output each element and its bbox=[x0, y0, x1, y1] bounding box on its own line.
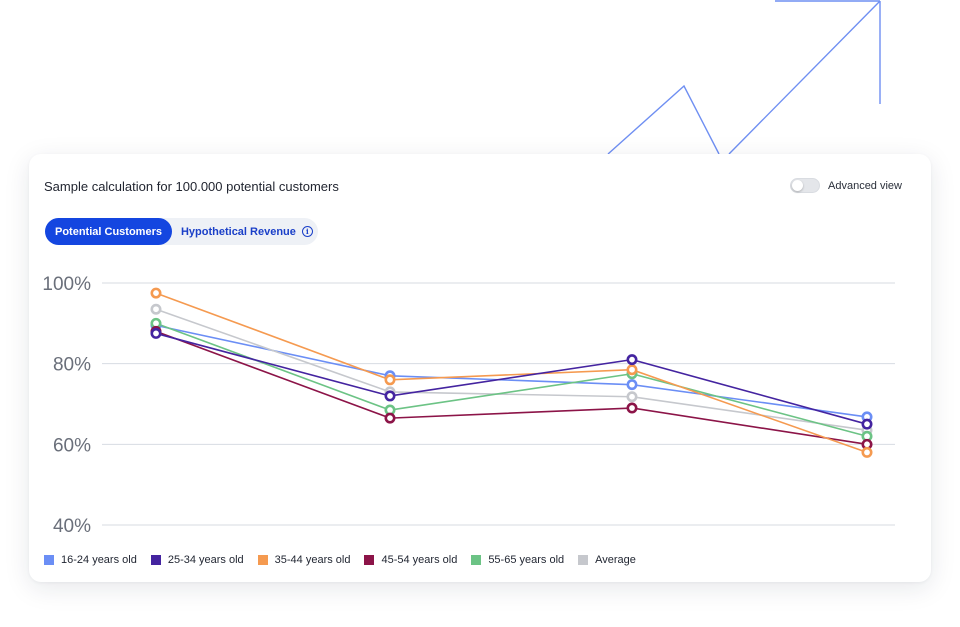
legend-item: 25-34 years old bbox=[150, 554, 244, 566]
y-tick-label: 60% bbox=[53, 435, 91, 456]
advanced-view-label: Advanced view bbox=[828, 179, 902, 192]
legend-item: 55-65 years old bbox=[471, 554, 564, 566]
data-point bbox=[384, 390, 396, 402]
legend-swatch bbox=[257, 555, 268, 565]
series-line bbox=[155, 330, 868, 446]
legend-label: 55-65 years old bbox=[488, 554, 565, 566]
toggle-knob bbox=[792, 180, 803, 191]
legend-swatch bbox=[150, 555, 161, 565]
series-line bbox=[155, 322, 868, 438]
data-point bbox=[626, 379, 638, 391]
advanced-view-toggle[interactable]: Advanced view bbox=[790, 178, 902, 193]
tab-potential-customers[interactable]: Potential Customers bbox=[45, 218, 172, 245]
legend-item: 45-54 years old bbox=[364, 554, 457, 566]
data-point bbox=[626, 364, 638, 376]
series-line bbox=[155, 332, 868, 425]
data-point bbox=[861, 418, 873, 430]
data-point bbox=[626, 354, 638, 366]
legend-swatch bbox=[471, 555, 482, 565]
y-tick-label: 80% bbox=[53, 355, 91, 376]
legend-item: Average bbox=[578, 554, 636, 566]
legend-item: 35-44 years old bbox=[257, 554, 351, 566]
data-point bbox=[861, 446, 873, 458]
view-tabs: Potential Customers Hypothetical Revenue… bbox=[45, 218, 318, 245]
data-point bbox=[384, 412, 396, 424]
data-point bbox=[384, 374, 396, 386]
tab-hypothetical-revenue[interactable]: Hypothetical Revenue i bbox=[172, 218, 313, 245]
tab-label: Potential Customers bbox=[55, 225, 162, 238]
data-point bbox=[150, 287, 162, 299]
legend-swatch bbox=[578, 555, 589, 565]
data-point bbox=[150, 327, 162, 339]
card-title: Sample calculation for 100.000 potential… bbox=[44, 179, 339, 194]
chart-legend: 16-24 years old 25-34 years old 35-44 year… bbox=[44, 554, 636, 566]
data-point bbox=[150, 303, 162, 315]
line-chart: 100% 80% 60% 40% bbox=[42, 274, 895, 537]
decorative-arrow-icon bbox=[607, 0, 881, 155]
legend-label: 16-24 years old bbox=[61, 554, 137, 566]
legend-label: 35-44 years old bbox=[274, 554, 351, 566]
data-point bbox=[626, 391, 638, 403]
legend-swatch bbox=[364, 555, 375, 565]
calculation-card: Sample calculation for 100.000 potential… bbox=[29, 154, 931, 582]
legend-label: 45-54 years old bbox=[381, 554, 458, 566]
tab-label: Hypothetical Revenue bbox=[180, 225, 296, 238]
legend-item: 16-24 years old bbox=[44, 554, 137, 566]
data-point bbox=[626, 402, 638, 414]
legend-label: 25-34 years old bbox=[167, 554, 244, 566]
y-tick-label: 40% bbox=[53, 516, 91, 537]
y-tick-label: 100% bbox=[42, 274, 91, 295]
series-line bbox=[155, 292, 868, 454]
toggle-switch[interactable] bbox=[790, 178, 820, 193]
series-line bbox=[155, 308, 868, 432]
info-icon[interactable]: i bbox=[301, 226, 313, 237]
legend-label: Average bbox=[595, 554, 636, 566]
legend-swatch bbox=[44, 555, 54, 565]
